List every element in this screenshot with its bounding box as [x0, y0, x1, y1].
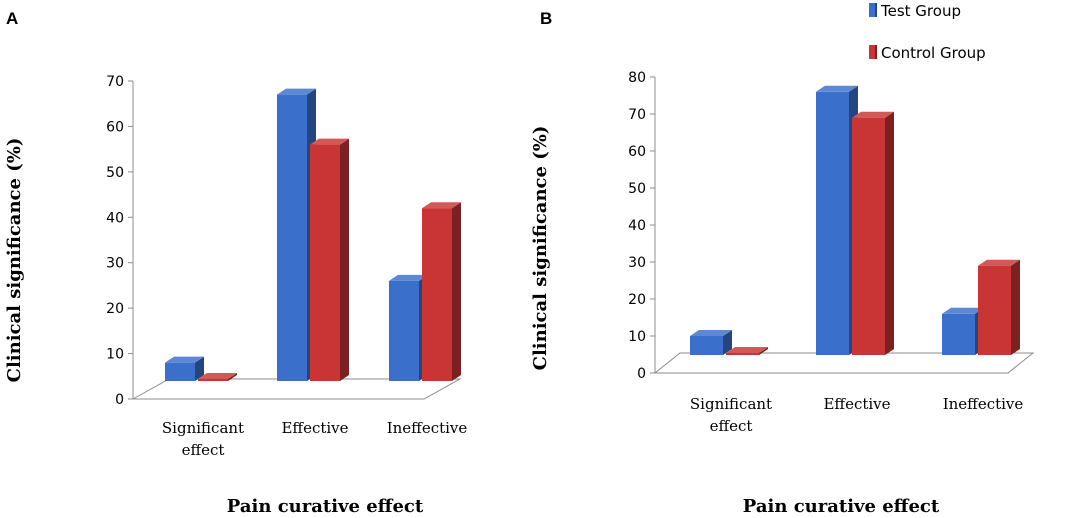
bar-side: [452, 202, 461, 381]
category-label: Effective: [823, 395, 890, 413]
bar-front: [726, 353, 759, 355]
bar-top: [816, 85, 858, 92]
bar-control-group: [726, 347, 768, 355]
y-tick-label: 10: [106, 347, 124, 363]
bar-front: [310, 144, 340, 381]
bar-side: [885, 111, 894, 355]
y-tick-label: 30: [628, 255, 646, 271]
bar-test-group: [942, 307, 984, 355]
panel-a: A 0 10 20 30 40 50 60 70 Significant effect Effecti…: [4, 9, 467, 517]
bar-control-group: [978, 259, 1020, 355]
legend-item-control-group: Control Group: [869, 44, 986, 62]
y-axis-title: Clinical significance (%): [4, 138, 25, 383]
category-label: Ineffective: [387, 419, 468, 437]
y-tick-label: 10: [628, 329, 646, 345]
y-tick-label: 40: [628, 218, 646, 234]
bar-control-group: [310, 138, 349, 381]
y-tick-label: 40: [106, 210, 124, 226]
y-axis-title: Clinical significance (%): [530, 126, 551, 371]
panel-letter: B: [540, 9, 552, 28]
bar-front: [816, 91, 849, 356]
bar-test-group: [816, 85, 858, 356]
legend: Test Group Control Group: [869, 2, 986, 62]
y-tick-label: 0: [637, 366, 646, 382]
bar-front: [165, 362, 195, 381]
y-tick-label: 0: [115, 392, 124, 408]
bar-front: [978, 265, 1011, 355]
legend-label: Test Group: [880, 2, 961, 20]
panel-letter: A: [6, 9, 18, 28]
y-tick-label: 50: [106, 165, 124, 181]
bar-top: [978, 259, 1020, 266]
bar-test-group: [690, 330, 732, 355]
category-label: Significant effect: [690, 395, 772, 435]
bar-control-group: [422, 202, 461, 381]
x-axis-title: Pain curative effect: [227, 496, 424, 517]
bar-side: [340, 138, 349, 381]
bar-top: [310, 138, 349, 145]
bar-front: [422, 208, 452, 381]
category-label: Ineffective: [943, 395, 1024, 413]
bar-top: [726, 347, 768, 353]
legend-item-test-group: Test Group: [869, 2, 961, 20]
y-tick-label: 20: [106, 301, 124, 317]
bar-front: [852, 117, 885, 355]
legend-swatch: [869, 45, 875, 59]
bar-top: [942, 307, 984, 314]
category-label: Effective: [281, 419, 348, 437]
bar-top: [277, 88, 316, 95]
bar-top: [422, 202, 461, 209]
bar-test-group: [165, 356, 204, 381]
category-label: Significant effect: [162, 419, 244, 459]
bar-side: [195, 356, 204, 381]
bar-side: [723, 330, 732, 355]
y-tick-label: 80: [628, 70, 646, 86]
bar-front: [277, 94, 307, 381]
bar-control-group: [852, 111, 894, 355]
bar-front: [942, 313, 975, 355]
plot-floor: [131, 378, 462, 400]
panel-b: B 0 10 20 30 40 50 60 70 80 Significant effect Effec…: [530, 9, 1035, 517]
y-tick-label: 70: [628, 107, 646, 123]
bar-top: [389, 274, 428, 281]
y-tick-label: 60: [106, 119, 124, 135]
y-tick-label: 70: [106, 74, 124, 90]
bar-control-group: [198, 373, 237, 381]
legend-swatch: [869, 3, 875, 17]
legend-label: Control Group: [881, 44, 986, 62]
y-tick-label: 30: [106, 256, 124, 272]
bar-top: [690, 330, 732, 336]
bar-front: [389, 280, 419, 381]
x-axis-title: Pain curative effect: [743, 496, 940, 517]
plot-floor: [653, 352, 1035, 374]
bar-side: [1011, 259, 1020, 355]
bar-top: [198, 373, 237, 379]
bar-top: [852, 111, 894, 118]
y-tick-label: 20: [628, 292, 646, 308]
bar-front: [690, 336, 723, 355]
bar-side: [759, 347, 768, 355]
y-tick-label: 60: [628, 144, 646, 160]
bar-side: [228, 373, 237, 381]
y-tick-label: 50: [628, 181, 646, 197]
bar-front: [198, 379, 228, 381]
bar-top: [165, 356, 204, 363]
